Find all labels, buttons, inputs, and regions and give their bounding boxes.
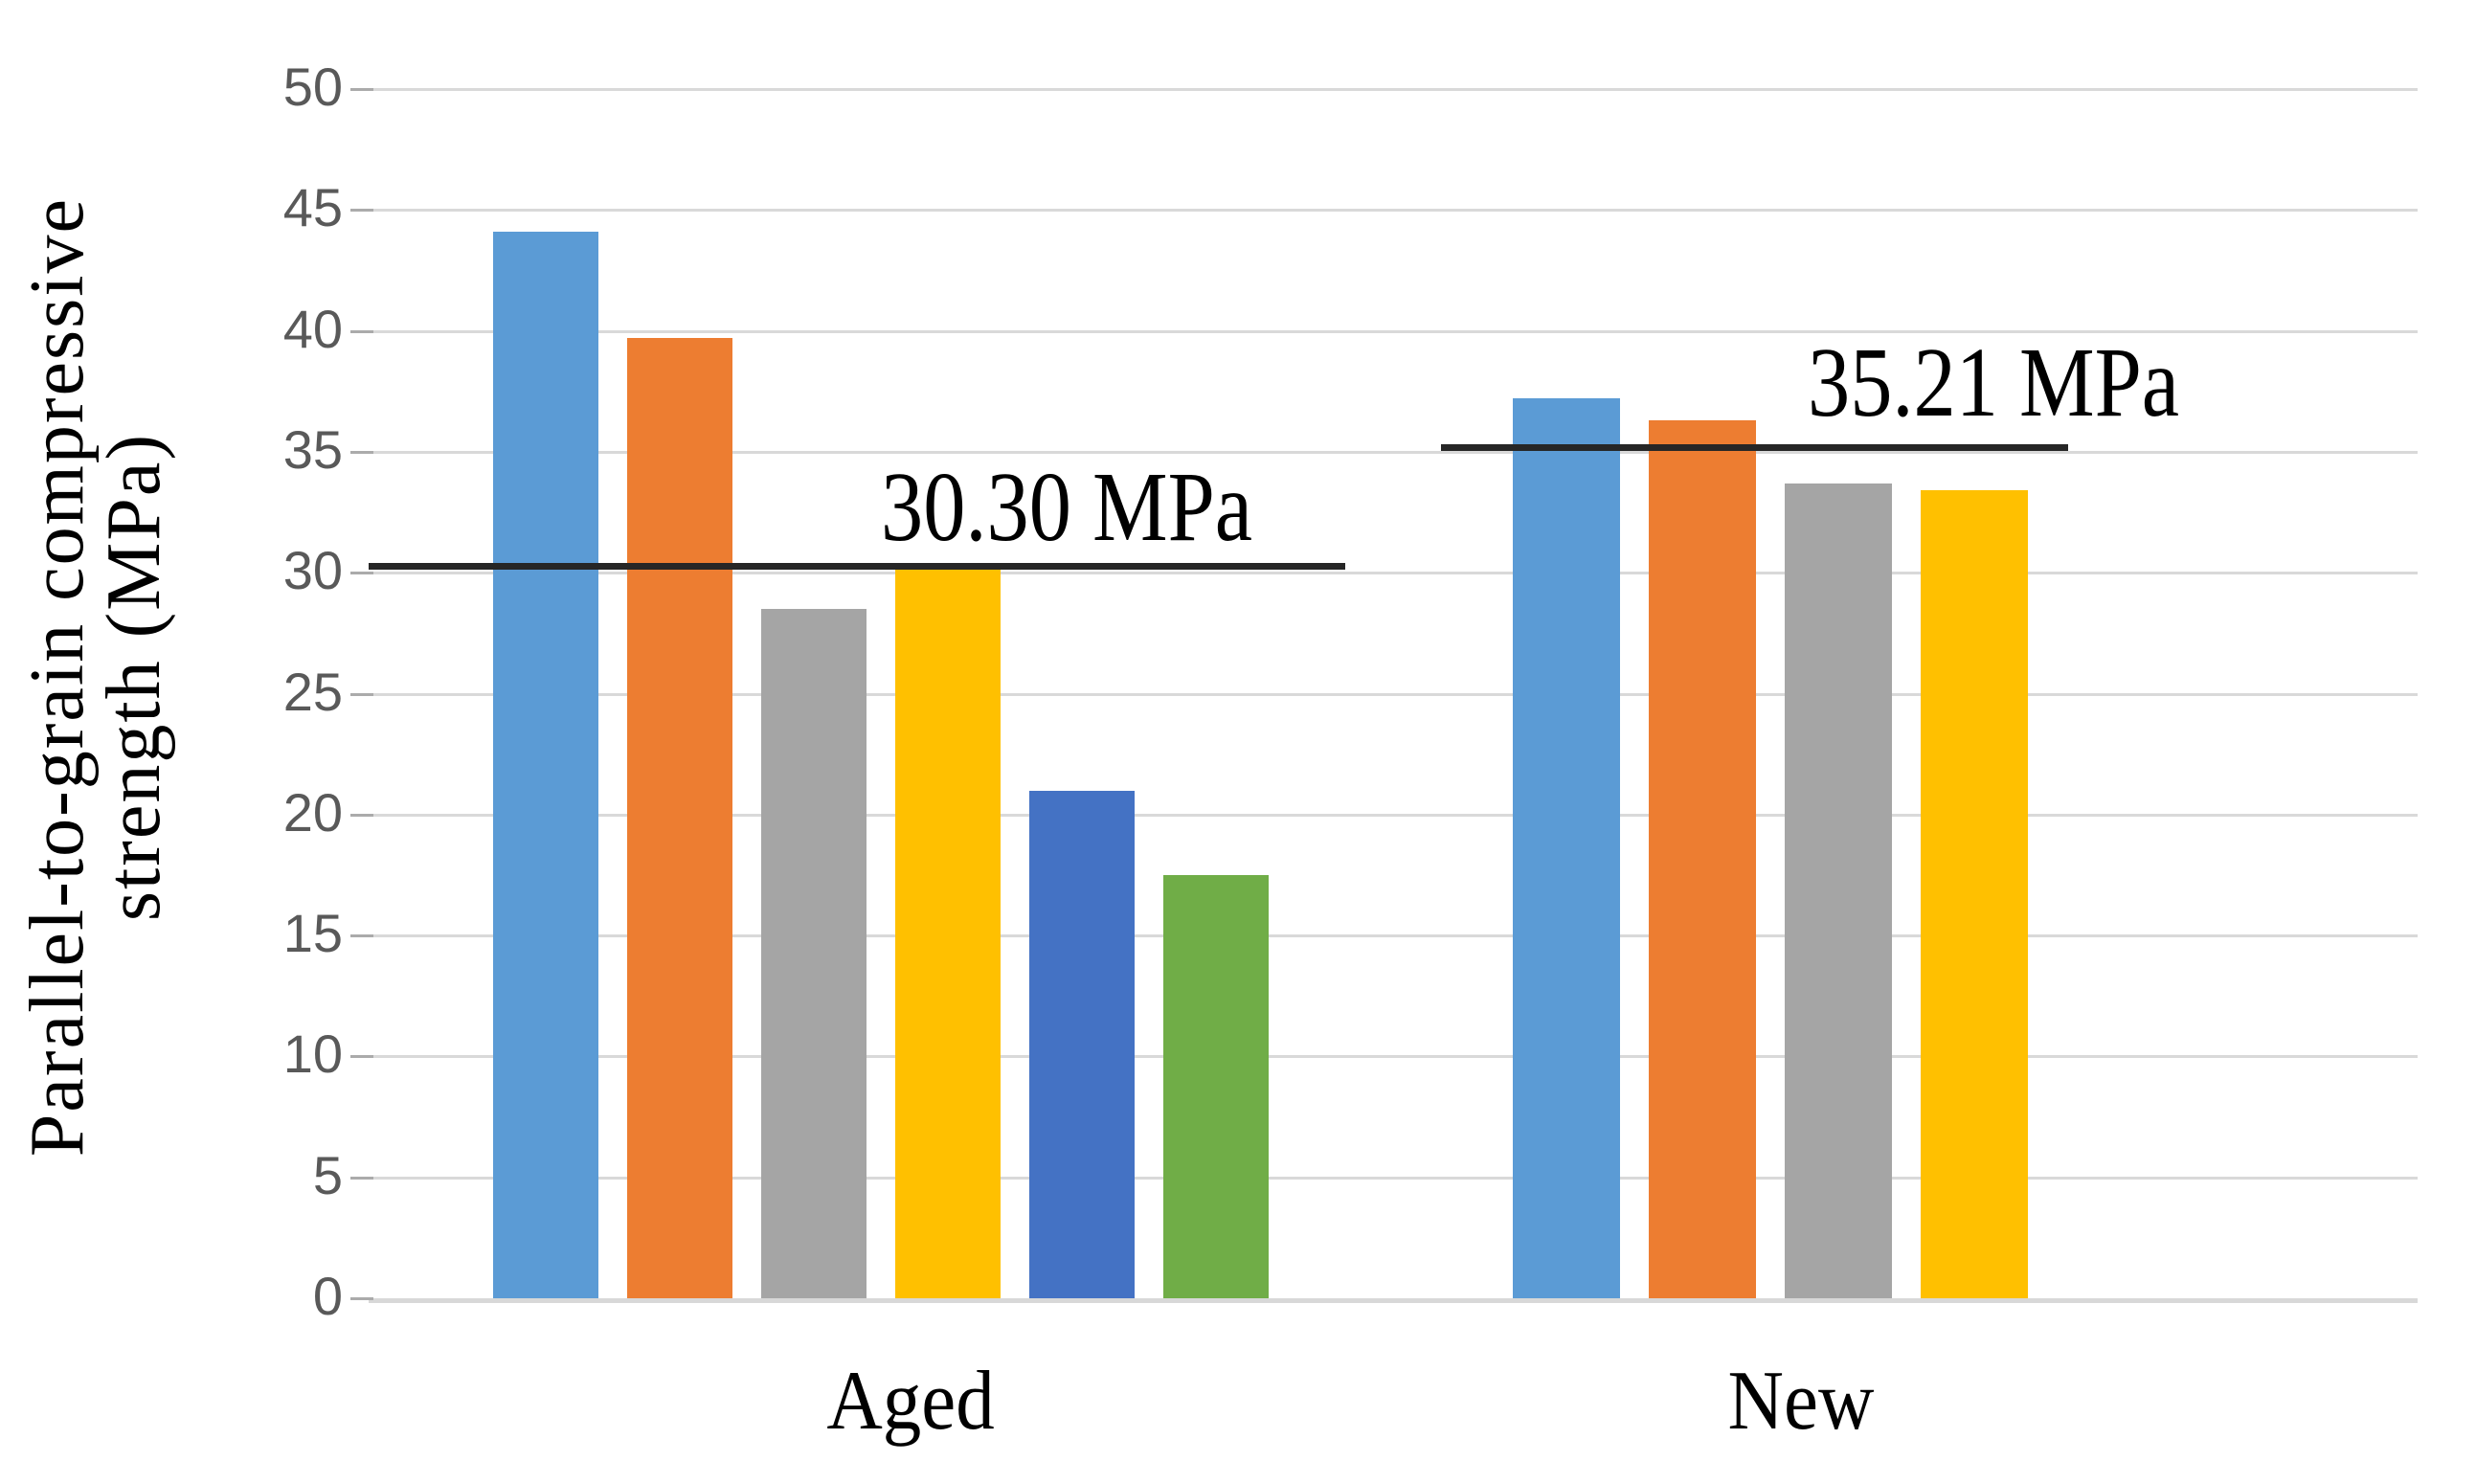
y-tick-label-25: 25 [282, 661, 343, 722]
gridline-30 [371, 572, 2418, 575]
y-tick-label-30: 30 [282, 540, 343, 601]
gridline-20 [371, 813, 2418, 817]
x-axis-line [369, 1298, 2418, 1303]
bar-new-2-orange [1649, 420, 1756, 1298]
y-tick-mark-10 [350, 1055, 373, 1059]
y-tick-mark-20 [350, 813, 373, 817]
bar-aged-5-blue [1029, 791, 1135, 1298]
gridline-40 [371, 329, 2418, 333]
x-category-label-aged: Aged [826, 1355, 995, 1448]
y-tick-mark-0 [350, 1297, 373, 1300]
y-tick-mark-25 [350, 692, 373, 696]
reference-line-aged [369, 562, 1345, 570]
bar-aged-4-yellow [895, 563, 1001, 1298]
gridline-45 [371, 209, 2418, 213]
bar-aged-6-green [1163, 875, 1269, 1298]
y-tick-mark-30 [350, 572, 373, 575]
y-tick-mark-5 [350, 1176, 373, 1180]
y-tick-label-45: 45 [282, 177, 343, 238]
y-tick-label-10: 10 [282, 1023, 343, 1085]
bar-new-3-gray [1785, 483, 1892, 1298]
reference-label-aged: 30.30 MPa [880, 452, 1253, 562]
y-tick-label-40: 40 [282, 298, 343, 359]
y-tick-mark-40 [350, 329, 373, 333]
bar-aged-1-light-blue [493, 232, 598, 1298]
gridline-25 [371, 692, 2418, 696]
y-tick-label-50: 50 [282, 56, 343, 117]
y-tick-label-5: 5 [312, 1144, 343, 1205]
y-tick-label-35: 35 [282, 418, 343, 480]
bar-new-1-light-blue [1513, 398, 1620, 1298]
bar-aged-2-orange [627, 338, 732, 1298]
bar-aged-3-gray [761, 609, 867, 1298]
y-tick-mark-50 [350, 88, 373, 91]
y-tick-mark-35 [350, 450, 373, 454]
gridline-5 [371, 1176, 2418, 1180]
reference-label-new: 35.21 MPa [1807, 327, 2180, 438]
bar-new-4-yellow [1921, 490, 2028, 1298]
y-tick-label-15: 15 [282, 903, 343, 964]
reference-line-new [1441, 443, 2068, 451]
gridline-35 [371, 450, 2418, 454]
gridline-10 [371, 1055, 2418, 1059]
gridline-15 [371, 934, 2418, 938]
y-tick-mark-45 [350, 209, 373, 213]
x-category-label-new: New [1727, 1355, 1875, 1448]
y-tick-label-20: 20 [282, 781, 343, 843]
gridline-50 [371, 88, 2418, 91]
y-tick-label-0: 0 [312, 1266, 343, 1326]
y-axis-title-line-1: Parallel-to-grain compressive [15, 196, 100, 1158]
y-tick-mark-15 [350, 934, 373, 938]
